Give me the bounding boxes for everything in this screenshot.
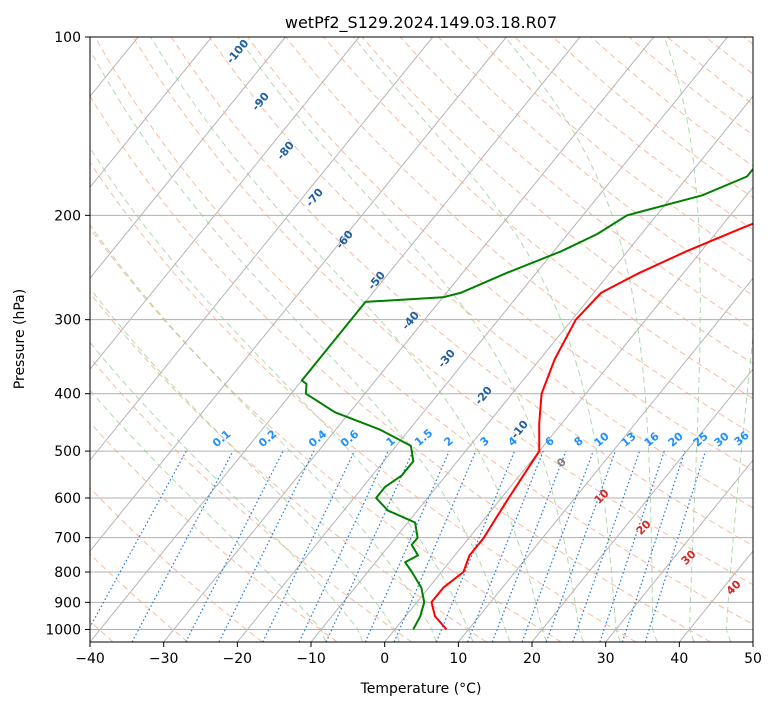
x-tick-label: 10 bbox=[449, 651, 467, 667]
dry-adiabat-line bbox=[90, 553, 189, 642]
isotherm-line bbox=[90, 37, 507, 552]
isotherm-line bbox=[384, 186, 753, 642]
y-tick-label: 800 bbox=[54, 565, 81, 581]
x-tick-label: 30 bbox=[597, 651, 615, 667]
y-tick-label: 700 bbox=[54, 531, 81, 547]
dry-adiabat-line bbox=[90, 421, 338, 642]
moist-adiabat-line bbox=[90, 48, 511, 642]
moist-adiabat-line bbox=[90, 287, 400, 642]
plot-series-layer bbox=[300, 167, 753, 631]
y-tick-label: 600 bbox=[54, 491, 81, 507]
moist-adiabat-line bbox=[237, 37, 585, 642]
dewpoint-profile-line bbox=[300, 167, 753, 630]
dry-adiabat-line bbox=[90, 95, 711, 642]
axis-ticks: −40 −30 −20 −10 0 10 20 30 40 50 100 200 300 400 500 60… bbox=[45, 30, 762, 667]
dry-adiabat-line bbox=[247, 37, 753, 472]
isotherm-line bbox=[90, 37, 286, 280]
moist-adiabat-line bbox=[663, 37, 701, 642]
x-tick-label: 20 bbox=[523, 651, 541, 667]
mixing-ratio-line bbox=[364, 450, 450, 642]
mixing-ratio-line bbox=[572, 450, 641, 642]
isotherm-line bbox=[531, 368, 753, 642]
x-tick-label: −20 bbox=[223, 651, 253, 667]
mixing-ratio-line bbox=[599, 450, 665, 642]
x-tick-label: 0 bbox=[380, 651, 389, 667]
isotherm-line bbox=[457, 277, 753, 642]
x-tick-label: 50 bbox=[744, 651, 762, 667]
dry-adiabat-line bbox=[208, 37, 753, 509]
mixing-ratio-line bbox=[298, 450, 389, 642]
moist-adiabat-line bbox=[90, 341, 364, 642]
mixing-ratio-line bbox=[325, 450, 414, 642]
y-tick-label: 300 bbox=[54, 313, 81, 329]
dry-adiabat-line bbox=[285, 37, 753, 435]
dry-adiabat-line bbox=[399, 37, 753, 330]
dry-adiabat-line bbox=[90, 161, 637, 642]
y-tick-label: 900 bbox=[54, 595, 81, 611]
x-axis-label: Temperature (°C) bbox=[360, 681, 482, 697]
moist-adiabat-line bbox=[90, 146, 474, 642]
mixing-ratio-line bbox=[545, 450, 616, 642]
plot-frame bbox=[89, 36, 754, 643]
mixing-ratio-line bbox=[393, 450, 477, 642]
dry-adiabat-line bbox=[90, 356, 413, 642]
y-tick-label: 400 bbox=[54, 387, 81, 403]
y-tick-label: 500 bbox=[54, 444, 81, 460]
isotherm-line bbox=[90, 37, 213, 189]
dry-adiabat-line bbox=[438, 37, 753, 297]
mixing-ratio-line bbox=[644, 450, 707, 642]
mixing-ratio-line bbox=[621, 450, 686, 642]
x-tick-label: −40 bbox=[75, 651, 105, 667]
y-axis-label: Pressure (hPa) bbox=[12, 289, 28, 389]
x-tick-label: 40 bbox=[670, 651, 688, 667]
isotherm-line bbox=[310, 95, 753, 642]
y-tick-label: 100 bbox=[54, 30, 81, 46]
mixing-ratio-line bbox=[90, 450, 187, 629]
chart-title: wetPf2_S129.2024.149.03.18.R07 bbox=[285, 13, 557, 33]
moist-adiabat-line bbox=[504, 37, 658, 642]
dry-adiabat-line bbox=[90, 227, 562, 642]
isotherm-line bbox=[605, 459, 753, 642]
dry-adiabat-line bbox=[94, 37, 753, 626]
moist-adiabat-line bbox=[90, 224, 437, 642]
isotherm-line bbox=[163, 37, 655, 642]
x-tick-label: −30 bbox=[149, 651, 179, 667]
isotherm-line bbox=[90, 37, 434, 461]
dry-adiabat-line bbox=[170, 37, 753, 547]
isotherm-line bbox=[90, 37, 360, 370]
y-tick-label: 200 bbox=[54, 208, 81, 224]
moist-adiabat-line bbox=[90, 389, 327, 642]
y-tick-label: 1000 bbox=[45, 622, 81, 638]
mixing-ratio-line bbox=[262, 450, 355, 642]
moist-adiabat-line bbox=[725, 332, 753, 642]
temperature-profile-line bbox=[430, 222, 753, 631]
moist-adiabat-line bbox=[150, 37, 548, 642]
dry-adiabat-line bbox=[132, 37, 753, 586]
x-tick-label: −10 bbox=[296, 651, 326, 667]
isotherm-line bbox=[236, 37, 728, 642]
